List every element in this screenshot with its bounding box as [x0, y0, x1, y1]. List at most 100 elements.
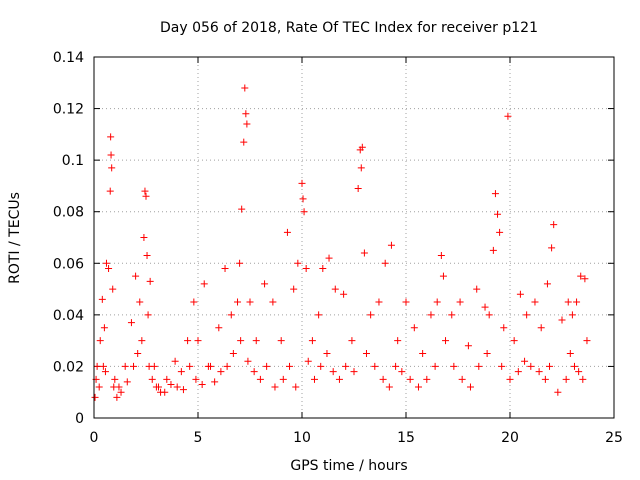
- data-point: [483, 350, 491, 358]
- data-point: [489, 246, 497, 254]
- data-point: [329, 368, 337, 376]
- data-point: [246, 298, 254, 306]
- y-tick-label: 0.04: [53, 308, 84, 324]
- data-point: [564, 298, 572, 306]
- data-point: [485, 311, 493, 319]
- data-point: [211, 378, 219, 386]
- data-point: [140, 234, 148, 241]
- data-point: [102, 259, 110, 267]
- data-point: [107, 151, 115, 159]
- data-point: [161, 388, 169, 396]
- data-point: [406, 375, 414, 383]
- plot-frame: [93, 56, 615, 419]
- data-point: [241, 84, 249, 92]
- data-point: [423, 375, 431, 383]
- data-point: [300, 208, 308, 216]
- x-tick-label: 5: [194, 430, 203, 446]
- data-point: [229, 350, 237, 358]
- data-point: [387, 241, 395, 249]
- data-point: [535, 368, 543, 376]
- data-point: [310, 375, 318, 383]
- data-point: [163, 375, 171, 383]
- data-point: [109, 285, 117, 293]
- x-tick-label: 10: [293, 430, 311, 446]
- data-point: [101, 368, 109, 376]
- data-point: [473, 285, 481, 293]
- data-point: [237, 337, 245, 345]
- chart-title: Day 056 of 2018, Rate Of TEC Index for r…: [160, 20, 538, 36]
- data-point: [570, 362, 578, 370]
- data-point: [130, 362, 138, 370]
- data-point: [242, 110, 250, 118]
- data-point: [427, 311, 435, 319]
- data-point: [558, 316, 566, 324]
- data-point: [173, 383, 181, 391]
- data-point: [414, 383, 422, 391]
- data-point: [143, 252, 151, 260]
- data-point: [583, 337, 591, 345]
- data-point: [481, 303, 489, 311]
- data-point: [348, 337, 356, 345]
- data-point: [91, 393, 99, 401]
- data-point: [494, 210, 502, 218]
- data-point: [456, 298, 464, 306]
- data-point: [227, 311, 235, 319]
- data-point: [315, 311, 323, 319]
- data-point: [543, 280, 551, 288]
- data-point: [504, 112, 512, 120]
- data-point: [250, 368, 258, 376]
- y-tick-label: 0.06: [53, 256, 84, 272]
- data-point: [204, 362, 212, 370]
- data-point: [419, 350, 427, 358]
- data-point: [105, 264, 113, 272]
- y-tick-label: 0.08: [53, 205, 84, 221]
- data-point: [142, 192, 150, 200]
- data-point: [215, 324, 223, 332]
- data-point: [562, 375, 570, 383]
- data-point: [240, 138, 248, 146]
- data-point: [244, 357, 252, 365]
- data-points: [91, 84, 591, 401]
- data-point: [367, 311, 375, 319]
- data-point: [466, 383, 474, 391]
- data-point: [323, 350, 331, 358]
- data-point: [521, 357, 529, 365]
- data-point: [475, 362, 483, 370]
- data-point: [548, 244, 556, 252]
- data-point: [381, 259, 389, 267]
- data-point: [371, 362, 379, 370]
- data-point: [431, 362, 439, 370]
- y-axis-label: ROTI / TECUs: [7, 192, 23, 284]
- data-point: [252, 337, 260, 345]
- data-point: [498, 362, 506, 370]
- data-point: [93, 362, 101, 370]
- data-point: [439, 272, 447, 280]
- data-point: [121, 362, 129, 370]
- data-point: [263, 362, 271, 370]
- x-tick-label: 15: [397, 430, 415, 446]
- data-point: [177, 368, 185, 376]
- data-point: [279, 375, 287, 383]
- data-point: [437, 252, 445, 260]
- data-point: [358, 143, 366, 151]
- data-point: [448, 311, 456, 319]
- data-point: [362, 350, 370, 358]
- data-point: [433, 298, 441, 306]
- data-point: [99, 362, 107, 370]
- data-point: [514, 368, 522, 376]
- data-point: [410, 324, 418, 332]
- data-point: [335, 375, 343, 383]
- data-point: [500, 324, 508, 332]
- data-point: [464, 342, 472, 350]
- y-tick-label: 0.02: [53, 359, 84, 375]
- data-point: [354, 185, 362, 193]
- data-point: [179, 386, 187, 394]
- x-tick-label: 20: [501, 430, 519, 446]
- data-point: [148, 375, 156, 383]
- data-point: [198, 380, 206, 388]
- x-tick-label: 25: [605, 430, 623, 446]
- data-point: [283, 228, 291, 236]
- data-point: [136, 298, 144, 306]
- data-point: [442, 337, 450, 345]
